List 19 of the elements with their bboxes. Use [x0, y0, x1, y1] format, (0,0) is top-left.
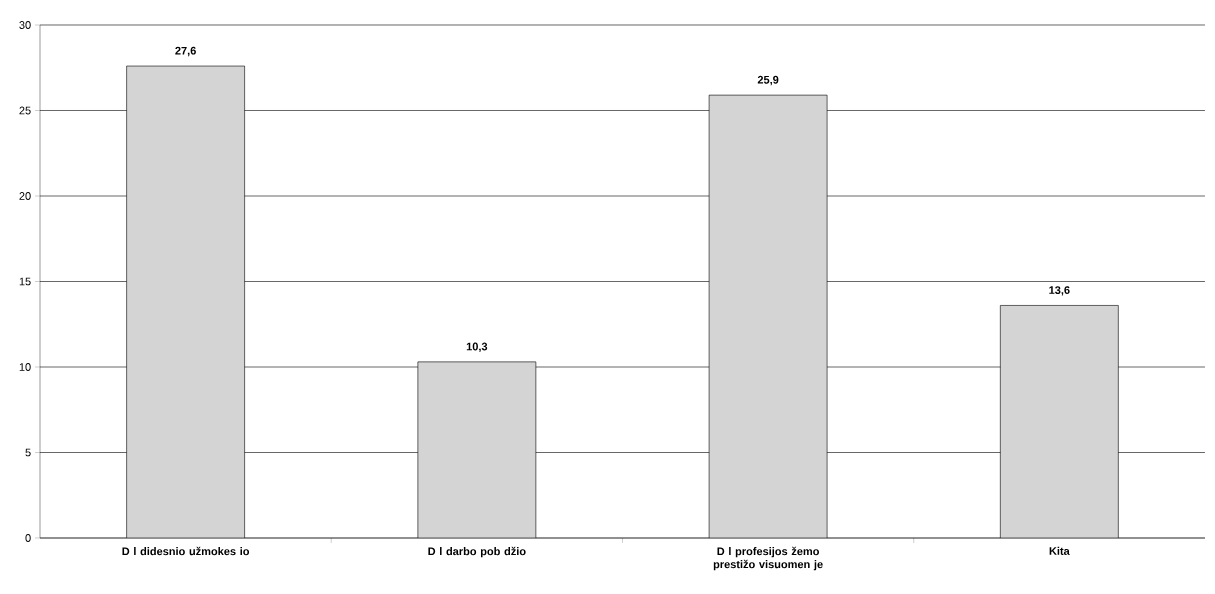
x-tick-label: D l didesnio užmokes io — [122, 546, 250, 556]
data-label: 10,3 — [466, 342, 488, 352]
x-tick-label: Kita — [1049, 546, 1070, 555]
y-tick-label: 25 — [19, 106, 31, 115]
y-tick-label: 5 — [25, 448, 31, 457]
bar — [417, 361, 537, 538]
data-label: 13,6 — [1049, 286, 1070, 296]
bar — [126, 65, 245, 538]
x-tick-label: D l profesijos žemo prestižo visuomen je — [713, 546, 823, 571]
y-tick-label: 30 — [19, 21, 31, 29]
y-tick-label: 15 — [19, 277, 31, 286]
y-tick-label: 10 — [19, 363, 31, 371]
x-tick-label: D l darbo pob džio — [428, 546, 526, 558]
data-label: 27,6 — [175, 46, 196, 57]
data-label: 25,9 — [757, 75, 779, 86]
bar — [1000, 305, 1119, 538]
y-tick-label: 0 — [25, 534, 31, 542]
bar — [708, 94, 828, 538]
y-tick-label: 20 — [19, 192, 31, 200]
